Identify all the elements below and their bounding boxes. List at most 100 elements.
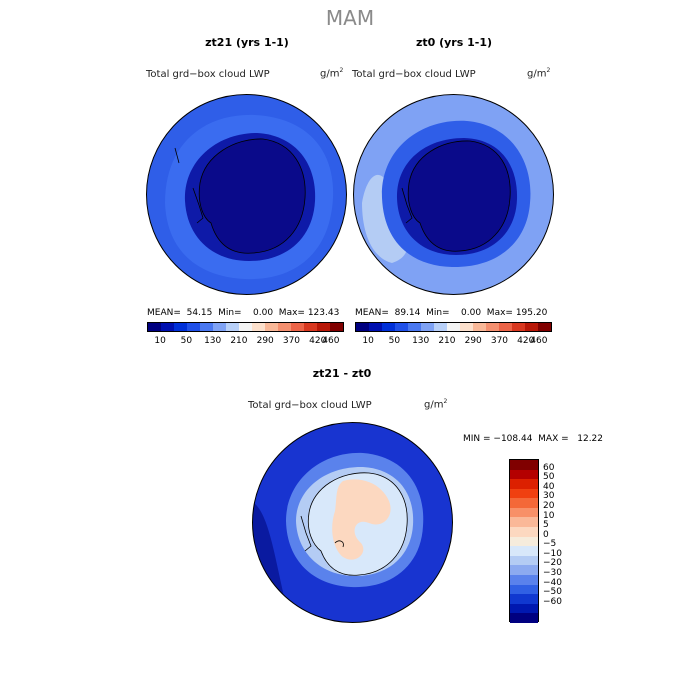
panel-2-colorbar-labels: 10 50 130 210 290 370 420 460 <box>355 336 552 348</box>
panel-2-title: zt0 (yrs 1-1) <box>415 36 493 49</box>
colorbar-swatch <box>369 323 382 331</box>
colorbar-swatch <box>252 323 265 331</box>
colorbar-swatch <box>278 323 291 331</box>
diff-minmax: MIN = −108.44 MAX = 12.22 <box>463 434 604 444</box>
colorbar-label: 460 <box>530 336 548 346</box>
colorbar-swatch <box>382 323 395 331</box>
colorbar-swatch <box>538 323 551 331</box>
colorbar-label: 10 <box>362 336 374 346</box>
colorbar-swatch <box>200 323 213 331</box>
panel-2-map <box>353 94 554 295</box>
colorbar-label: 290 <box>464 336 482 346</box>
colorbar-swatch <box>510 488 538 499</box>
colorbar-label: 290 <box>256 336 274 346</box>
colorbar-swatch <box>213 323 226 331</box>
colorbar-swatch <box>460 323 473 331</box>
diff-title: zt21 - zt0 <box>312 367 372 380</box>
colorbar-label: −50 <box>543 587 562 598</box>
colorbar-label: 210 <box>438 336 456 346</box>
colorbar-swatch <box>510 594 538 604</box>
panel-1-colorbar <box>147 322 344 332</box>
colorbar-swatch <box>408 323 421 331</box>
panel-2-stats: MEAN= 89.14 Min= 0.00 Max= 195.20 <box>355 308 548 318</box>
colorbar-label: −40 <box>543 577 562 588</box>
colorbar-label: 5 <box>543 520 549 531</box>
season-title: MAM <box>325 6 375 30</box>
diff-colorbar <box>509 459 539 623</box>
colorbar-swatch <box>187 323 200 331</box>
colorbar-swatch <box>304 323 317 331</box>
colorbar-label: 40 <box>543 481 555 492</box>
panel-1-stats: MEAN= 54.15 Min= 0.00 Max= 123.43 <box>147 308 340 318</box>
panel-1-variable: Total grd−box cloud LWP <box>146 69 270 80</box>
colorbar-label: 420 <box>309 336 327 346</box>
colorbar-label: 370 <box>282 336 301 346</box>
diff-units: g/m2 <box>424 398 448 411</box>
panel-1-antarctica <box>198 138 306 254</box>
panel-1-colorbar-labels: 10 50 130 210 290 370 420 460 <box>147 336 344 348</box>
colorbar-swatch <box>356 323 369 331</box>
colorbar-swatch <box>226 323 239 331</box>
diff-variable: Total grd−box cloud LWP <box>248 400 372 411</box>
colorbar-swatch <box>510 574 538 585</box>
colorbar-swatch <box>239 323 252 331</box>
diff-warm-region <box>332 479 391 560</box>
colorbar-swatch <box>499 323 512 331</box>
colorbar-swatch <box>161 323 174 331</box>
panel-2-antarctica <box>407 140 511 252</box>
colorbar-label: 60 <box>543 462 555 473</box>
colorbar-label: 370 <box>490 336 509 346</box>
colorbar-swatch <box>265 323 278 331</box>
panel-1-title: zt21 (yrs 1-1) <box>205 36 289 49</box>
colorbar-label: 130 <box>412 336 430 346</box>
colorbar-label: 210 <box>230 336 248 346</box>
panel-2-colorbar <box>355 322 552 332</box>
colorbar-swatch <box>395 323 408 331</box>
colorbar-label: 20 <box>543 500 555 511</box>
diff-map <box>252 422 453 623</box>
colorbar-label: 10 <box>154 336 166 346</box>
colorbar-swatch <box>510 555 538 566</box>
colorbar-swatch <box>510 460 538 470</box>
colorbar-swatch <box>421 323 434 331</box>
panel-1-units: g/m2 <box>320 67 344 80</box>
colorbar-label: 50 <box>180 336 193 346</box>
colorbar-swatch <box>510 546 538 556</box>
colorbar-swatch <box>330 323 343 331</box>
colorbar-label: −60 <box>543 596 562 607</box>
colorbar-label: −20 <box>543 558 562 569</box>
colorbar-label: 0 <box>543 529 549 540</box>
colorbar-label: 420 <box>517 336 535 346</box>
colorbar-label: 50 <box>543 472 555 483</box>
colorbar-swatch <box>291 323 304 331</box>
colorbar-swatch <box>510 584 538 595</box>
colorbar-swatch <box>447 323 460 331</box>
colorbar-label: 10 <box>543 510 555 521</box>
panel-2-variable: Total grd−box cloud LWP <box>352 69 476 80</box>
colorbar-swatch <box>510 565 538 575</box>
colorbar-swatch <box>510 527 538 537</box>
colorbar-label: 50 <box>388 336 401 346</box>
colorbar-swatch <box>486 323 499 331</box>
colorbar-swatch <box>510 498 538 508</box>
panel-1-map <box>146 94 347 295</box>
colorbar-label: 130 <box>204 336 222 346</box>
colorbar-swatch <box>510 507 538 518</box>
colorbar-swatch <box>510 613 538 623</box>
colorbar-label: −10 <box>543 548 562 559</box>
colorbar-swatch <box>174 323 187 331</box>
panel-2-units: g/m2 <box>527 67 551 80</box>
colorbar-label: 460 <box>322 336 340 346</box>
colorbar-swatch <box>473 323 486 331</box>
colorbar-swatch <box>510 479 538 489</box>
colorbar-swatch <box>510 517 538 528</box>
colorbar-swatch <box>510 536 538 547</box>
colorbar-swatch <box>510 469 538 480</box>
colorbar-label: 30 <box>543 491 555 502</box>
diff-colorbar-labels: 60 50 40 30 20 10 5 0 −5 −10 −20 −30 −40 −50 −60 <box>543 459 583 622</box>
colorbar-swatch <box>525 323 538 331</box>
colorbar-label: −5 <box>543 539 557 550</box>
colorbar-label: −30 <box>543 568 562 579</box>
colorbar-swatch <box>148 323 161 331</box>
colorbar-swatch <box>512 323 525 331</box>
